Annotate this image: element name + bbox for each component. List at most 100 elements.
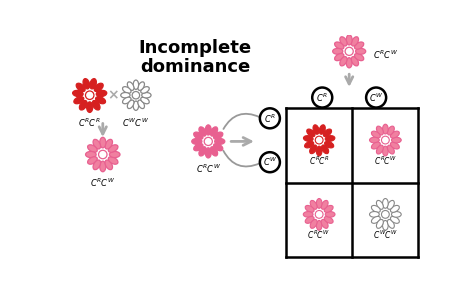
Text: $C^RC^W$: $C^RC^W$ (308, 229, 331, 241)
Ellipse shape (355, 53, 364, 61)
Text: $C^RC^W$: $C^RC^W$ (196, 163, 221, 176)
Ellipse shape (310, 219, 317, 228)
Circle shape (315, 210, 323, 218)
Ellipse shape (108, 157, 118, 164)
Text: $C^W$: $C^W$ (369, 91, 383, 104)
Ellipse shape (383, 221, 388, 230)
Text: $C^RC^W$: $C^RC^W$ (90, 177, 116, 189)
Ellipse shape (321, 200, 328, 209)
Circle shape (260, 108, 280, 128)
Ellipse shape (313, 125, 319, 134)
Ellipse shape (90, 79, 96, 89)
Circle shape (315, 136, 323, 144)
Ellipse shape (199, 147, 206, 156)
Ellipse shape (94, 83, 103, 92)
Circle shape (260, 152, 280, 172)
Ellipse shape (79, 100, 87, 110)
Ellipse shape (74, 97, 84, 104)
Ellipse shape (376, 200, 383, 209)
Ellipse shape (387, 219, 394, 228)
Ellipse shape (340, 57, 347, 66)
Ellipse shape (392, 212, 401, 217)
Ellipse shape (391, 205, 399, 212)
Ellipse shape (83, 79, 90, 89)
Circle shape (382, 210, 389, 218)
Ellipse shape (383, 124, 388, 134)
Circle shape (132, 91, 140, 99)
Ellipse shape (321, 219, 328, 228)
Ellipse shape (335, 53, 344, 61)
Ellipse shape (96, 97, 106, 104)
Text: $C^R$: $C^R$ (264, 112, 276, 125)
Ellipse shape (321, 145, 328, 154)
Text: $C^RC^R$: $C^RC^R$ (309, 155, 330, 167)
Ellipse shape (133, 101, 138, 110)
Ellipse shape (100, 137, 106, 148)
Ellipse shape (392, 137, 401, 143)
Ellipse shape (93, 139, 100, 149)
Ellipse shape (305, 205, 314, 212)
Ellipse shape (391, 131, 399, 138)
Text: $C^WC^W$: $C^WC^W$ (122, 117, 149, 129)
Ellipse shape (141, 97, 149, 104)
Text: Incomplete
dominance: Incomplete dominance (138, 39, 252, 76)
Ellipse shape (303, 212, 313, 217)
Ellipse shape (108, 145, 118, 152)
Ellipse shape (199, 127, 206, 136)
Ellipse shape (372, 142, 380, 149)
Ellipse shape (325, 136, 335, 142)
Ellipse shape (138, 100, 145, 109)
Ellipse shape (376, 145, 383, 154)
Ellipse shape (387, 126, 394, 135)
Ellipse shape (87, 102, 93, 113)
Ellipse shape (100, 161, 106, 172)
Ellipse shape (210, 147, 218, 156)
Ellipse shape (73, 90, 83, 97)
Ellipse shape (319, 125, 325, 134)
Circle shape (345, 47, 353, 55)
Text: $C^R$: $C^R$ (316, 91, 328, 104)
Ellipse shape (333, 48, 343, 54)
Ellipse shape (325, 212, 335, 217)
Ellipse shape (340, 37, 347, 46)
Ellipse shape (351, 37, 358, 46)
Circle shape (382, 136, 389, 144)
Ellipse shape (92, 100, 100, 110)
Ellipse shape (372, 217, 380, 223)
Ellipse shape (123, 97, 131, 104)
Ellipse shape (305, 141, 314, 148)
Circle shape (85, 91, 94, 99)
Ellipse shape (324, 217, 333, 223)
Ellipse shape (346, 58, 352, 68)
Ellipse shape (128, 82, 134, 90)
Ellipse shape (316, 199, 322, 208)
Ellipse shape (128, 100, 134, 109)
Ellipse shape (205, 148, 211, 158)
Ellipse shape (85, 151, 96, 158)
Ellipse shape (376, 219, 383, 228)
Ellipse shape (138, 82, 145, 90)
Ellipse shape (109, 151, 120, 158)
Ellipse shape (303, 136, 313, 142)
Ellipse shape (376, 126, 383, 135)
Ellipse shape (351, 57, 358, 66)
Ellipse shape (383, 146, 388, 156)
Ellipse shape (370, 137, 379, 143)
Ellipse shape (370, 212, 379, 217)
Ellipse shape (210, 127, 218, 136)
Ellipse shape (142, 93, 151, 98)
Ellipse shape (324, 205, 333, 212)
Ellipse shape (391, 217, 399, 223)
Ellipse shape (325, 141, 334, 148)
Ellipse shape (105, 160, 112, 170)
Ellipse shape (356, 48, 366, 54)
Text: $C^RC^W$: $C^RC^W$ (373, 48, 399, 61)
Ellipse shape (214, 132, 223, 139)
Ellipse shape (391, 142, 399, 149)
Ellipse shape (305, 217, 314, 223)
Ellipse shape (316, 146, 322, 156)
Text: ×: × (107, 88, 118, 102)
Ellipse shape (316, 221, 322, 230)
Circle shape (99, 150, 107, 159)
Ellipse shape (383, 199, 388, 208)
